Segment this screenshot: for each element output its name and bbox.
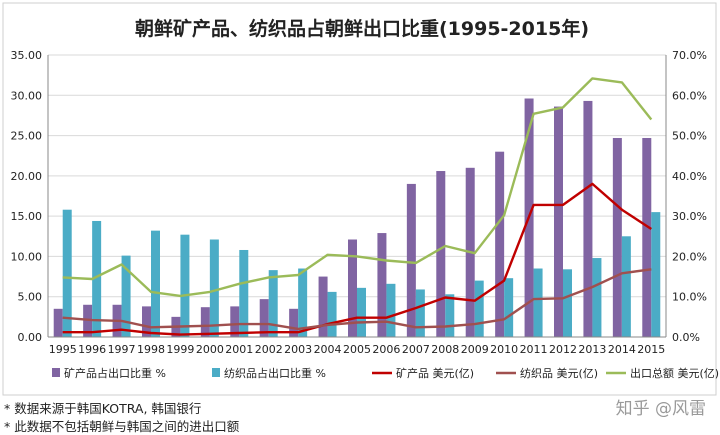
- bar: [348, 239, 357, 337]
- x-tick-label: 2014: [608, 343, 636, 356]
- x-tick-label: 2015: [637, 343, 665, 356]
- bar: [612, 137, 622, 337]
- bar: [298, 268, 308, 337]
- x-tick-label: 2013: [578, 343, 606, 356]
- bar: [592, 258, 602, 337]
- y-left-tick-label: 10.00: [11, 250, 43, 263]
- x-tick-label: 2000: [196, 343, 224, 356]
- x-tick-label: 2008: [431, 343, 459, 356]
- legend: 矿产品占出口比重 % 纺织品占出口比重 % 矿产品 美元(亿) 纺织品 美元(亿) 出口…: [52, 366, 719, 380]
- bar: [259, 299, 269, 337]
- x-tick-label: 2011: [520, 343, 548, 356]
- bar: [151, 230, 160, 337]
- y-right-tick-label: 40.0%: [672, 170, 707, 183]
- bar: [209, 239, 219, 337]
- y-left-tick-label: 35.00: [11, 49, 43, 62]
- bar: [289, 308, 299, 337]
- y-right-tick-label: 50.0%: [672, 130, 707, 143]
- legend-swatch: [212, 368, 220, 377]
- footnote-source: * 数据来源于韩国KOTRA, 韩国银行: [4, 401, 202, 416]
- x-tick-label: 1999: [166, 343, 194, 356]
- bar: [554, 106, 563, 338]
- bar: [495, 151, 505, 337]
- x-tick-label: 1997: [108, 343, 136, 356]
- series-line: [62, 77, 653, 298]
- x-tick-label: 2001: [225, 343, 253, 356]
- bar: [415, 289, 425, 337]
- y-left-tick-label: 30.00: [11, 89, 43, 102]
- legend-label: 矿产品 美元(亿): [396, 366, 474, 380]
- bar: [583, 100, 593, 337]
- axes: 0.00 0.0% 5.00 10.0% 10.00 20.0% 15.00 30.0% 20.…: [11, 49, 707, 356]
- bar: [563, 269, 572, 337]
- legend-label: 出口总额 美元(亿): [630, 366, 719, 380]
- y-left-tick-label: 0.00: [18, 331, 43, 344]
- x-tick-label: 1998: [137, 343, 165, 356]
- bar: [92, 220, 102, 337]
- bar: [504, 278, 514, 337]
- bar: [268, 270, 278, 337]
- legend-label: 纺织品 美元(亿): [520, 366, 598, 380]
- bar: [386, 283, 396, 337]
- bar: [474, 280, 484, 337]
- bar: [357, 287, 366, 337]
- legend-label: 纺织品占出口比重 %: [224, 366, 326, 380]
- legend-swatch: [52, 368, 60, 377]
- bar: [239, 249, 249, 337]
- y-right-tick-label: 20.0%: [672, 250, 707, 263]
- y-left-tick-label: 20.00: [11, 170, 43, 183]
- x-tick-label: 2004: [314, 343, 342, 356]
- x-tick-label: 2003: [284, 343, 312, 356]
- series-line: [62, 182, 652, 336]
- watermark: 知乎 @风雷: [615, 399, 706, 419]
- x-tick-label: 1996: [78, 343, 106, 356]
- chart-title: 朝鲜矿产品、纺织品占朝鲜出口比重(1995-2015年): [135, 17, 589, 40]
- bar: [651, 212, 661, 337]
- footnote-exclusion: * 此数据不包括朝鲜与韩国之间的进出口额: [4, 419, 240, 434]
- bar: [445, 294, 455, 337]
- bar: [230, 306, 240, 337]
- y-right-tick-label: 10.0%: [672, 291, 707, 304]
- line-series: [62, 77, 653, 336]
- bar: [121, 255, 131, 337]
- bar: [62, 209, 72, 337]
- bar: [377, 233, 387, 337]
- series-line: [62, 268, 652, 331]
- bar: [327, 291, 337, 337]
- y-right-tick-label: 0.0%: [672, 331, 700, 344]
- bar: [318, 276, 328, 337]
- y-right-tick-label: 30.0%: [672, 210, 707, 223]
- x-tick-label: 2005: [343, 343, 371, 356]
- bar: [142, 306, 151, 337]
- bar: [436, 171, 446, 337]
- y-right-tick-label: 70.0%: [672, 49, 707, 62]
- bar: [200, 307, 210, 337]
- bar: [642, 137, 652, 337]
- bar: [621, 236, 631, 337]
- x-tick-label: 2012: [549, 343, 577, 356]
- x-tick-label: 2007: [402, 343, 430, 356]
- y-right-tick-label: 60.0%: [672, 89, 707, 102]
- y-left-tick-label: 5.00: [18, 291, 43, 304]
- bar: [53, 308, 63, 337]
- bar: [533, 268, 543, 337]
- x-tick-label: 1995: [49, 343, 77, 356]
- y-left-tick-label: 15.00: [11, 210, 43, 223]
- x-tick-label: 2002: [255, 343, 283, 356]
- x-tick-label: 2006: [372, 343, 400, 356]
- y-left-tick-label: 25.00: [11, 130, 43, 143]
- legend-label: 矿产品占出口比重 %: [64, 366, 166, 380]
- bar: [180, 234, 190, 337]
- x-tick-label: 2010: [490, 343, 518, 356]
- x-tick-label: 2009: [461, 343, 489, 356]
- bar: [406, 183, 416, 337]
